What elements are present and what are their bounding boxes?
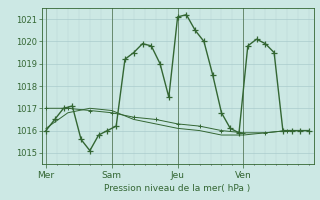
X-axis label: Pression niveau de la mer( hPa ): Pression niveau de la mer( hPa ) [104,184,251,193]
